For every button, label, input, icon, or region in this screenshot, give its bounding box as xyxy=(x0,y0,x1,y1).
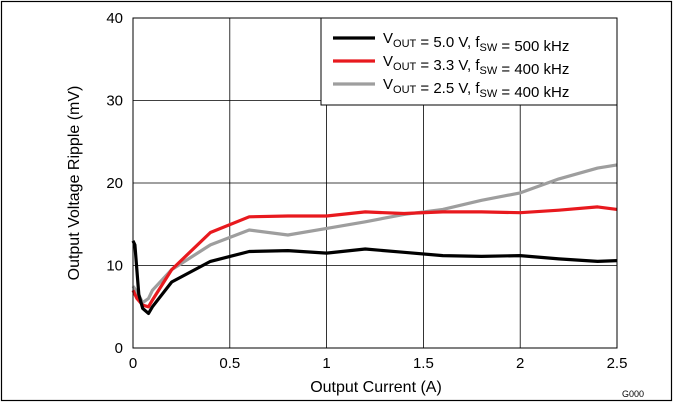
series-line-2 xyxy=(131,205,618,309)
y-tick-label: 10 xyxy=(106,258,123,275)
x-tick-label: 0 xyxy=(129,355,137,372)
axis-ticks: 0 0.5 1 1.5 2 2.5 0 10 20 30 40 xyxy=(106,10,627,372)
x-tick-label: 1 xyxy=(322,355,330,372)
y-axis-label: Output Voltage Ripple (mV) xyxy=(66,86,83,281)
x-tick-label: 2.5 xyxy=(607,355,628,372)
x-tick-label: 1.5 xyxy=(413,355,434,372)
series-line-1 xyxy=(131,240,618,315)
y-tick-label: 30 xyxy=(106,93,123,110)
legend-entry-1: VOUT = 5.0 V, fSW = 500 kHz xyxy=(383,30,569,55)
x-axis-label: Output Current (A) xyxy=(310,379,442,396)
y-tick-label: 0 xyxy=(115,340,123,357)
y-tick-label: 20 xyxy=(106,175,123,192)
series-line-3 xyxy=(131,163,618,305)
y-tick-label: 40 xyxy=(106,10,123,27)
plot-series xyxy=(131,163,618,315)
x-tick-label: 2 xyxy=(516,355,524,372)
legend-entry-2: VOUT = 3.3 V, fSW = 400 kHz xyxy=(383,53,569,78)
legend-entry-3: VOUT = 2.5 V, fSW = 400 kHz xyxy=(383,76,569,101)
x-tick-label: 0.5 xyxy=(219,355,240,372)
figure-id-label: G000 xyxy=(622,389,644,399)
